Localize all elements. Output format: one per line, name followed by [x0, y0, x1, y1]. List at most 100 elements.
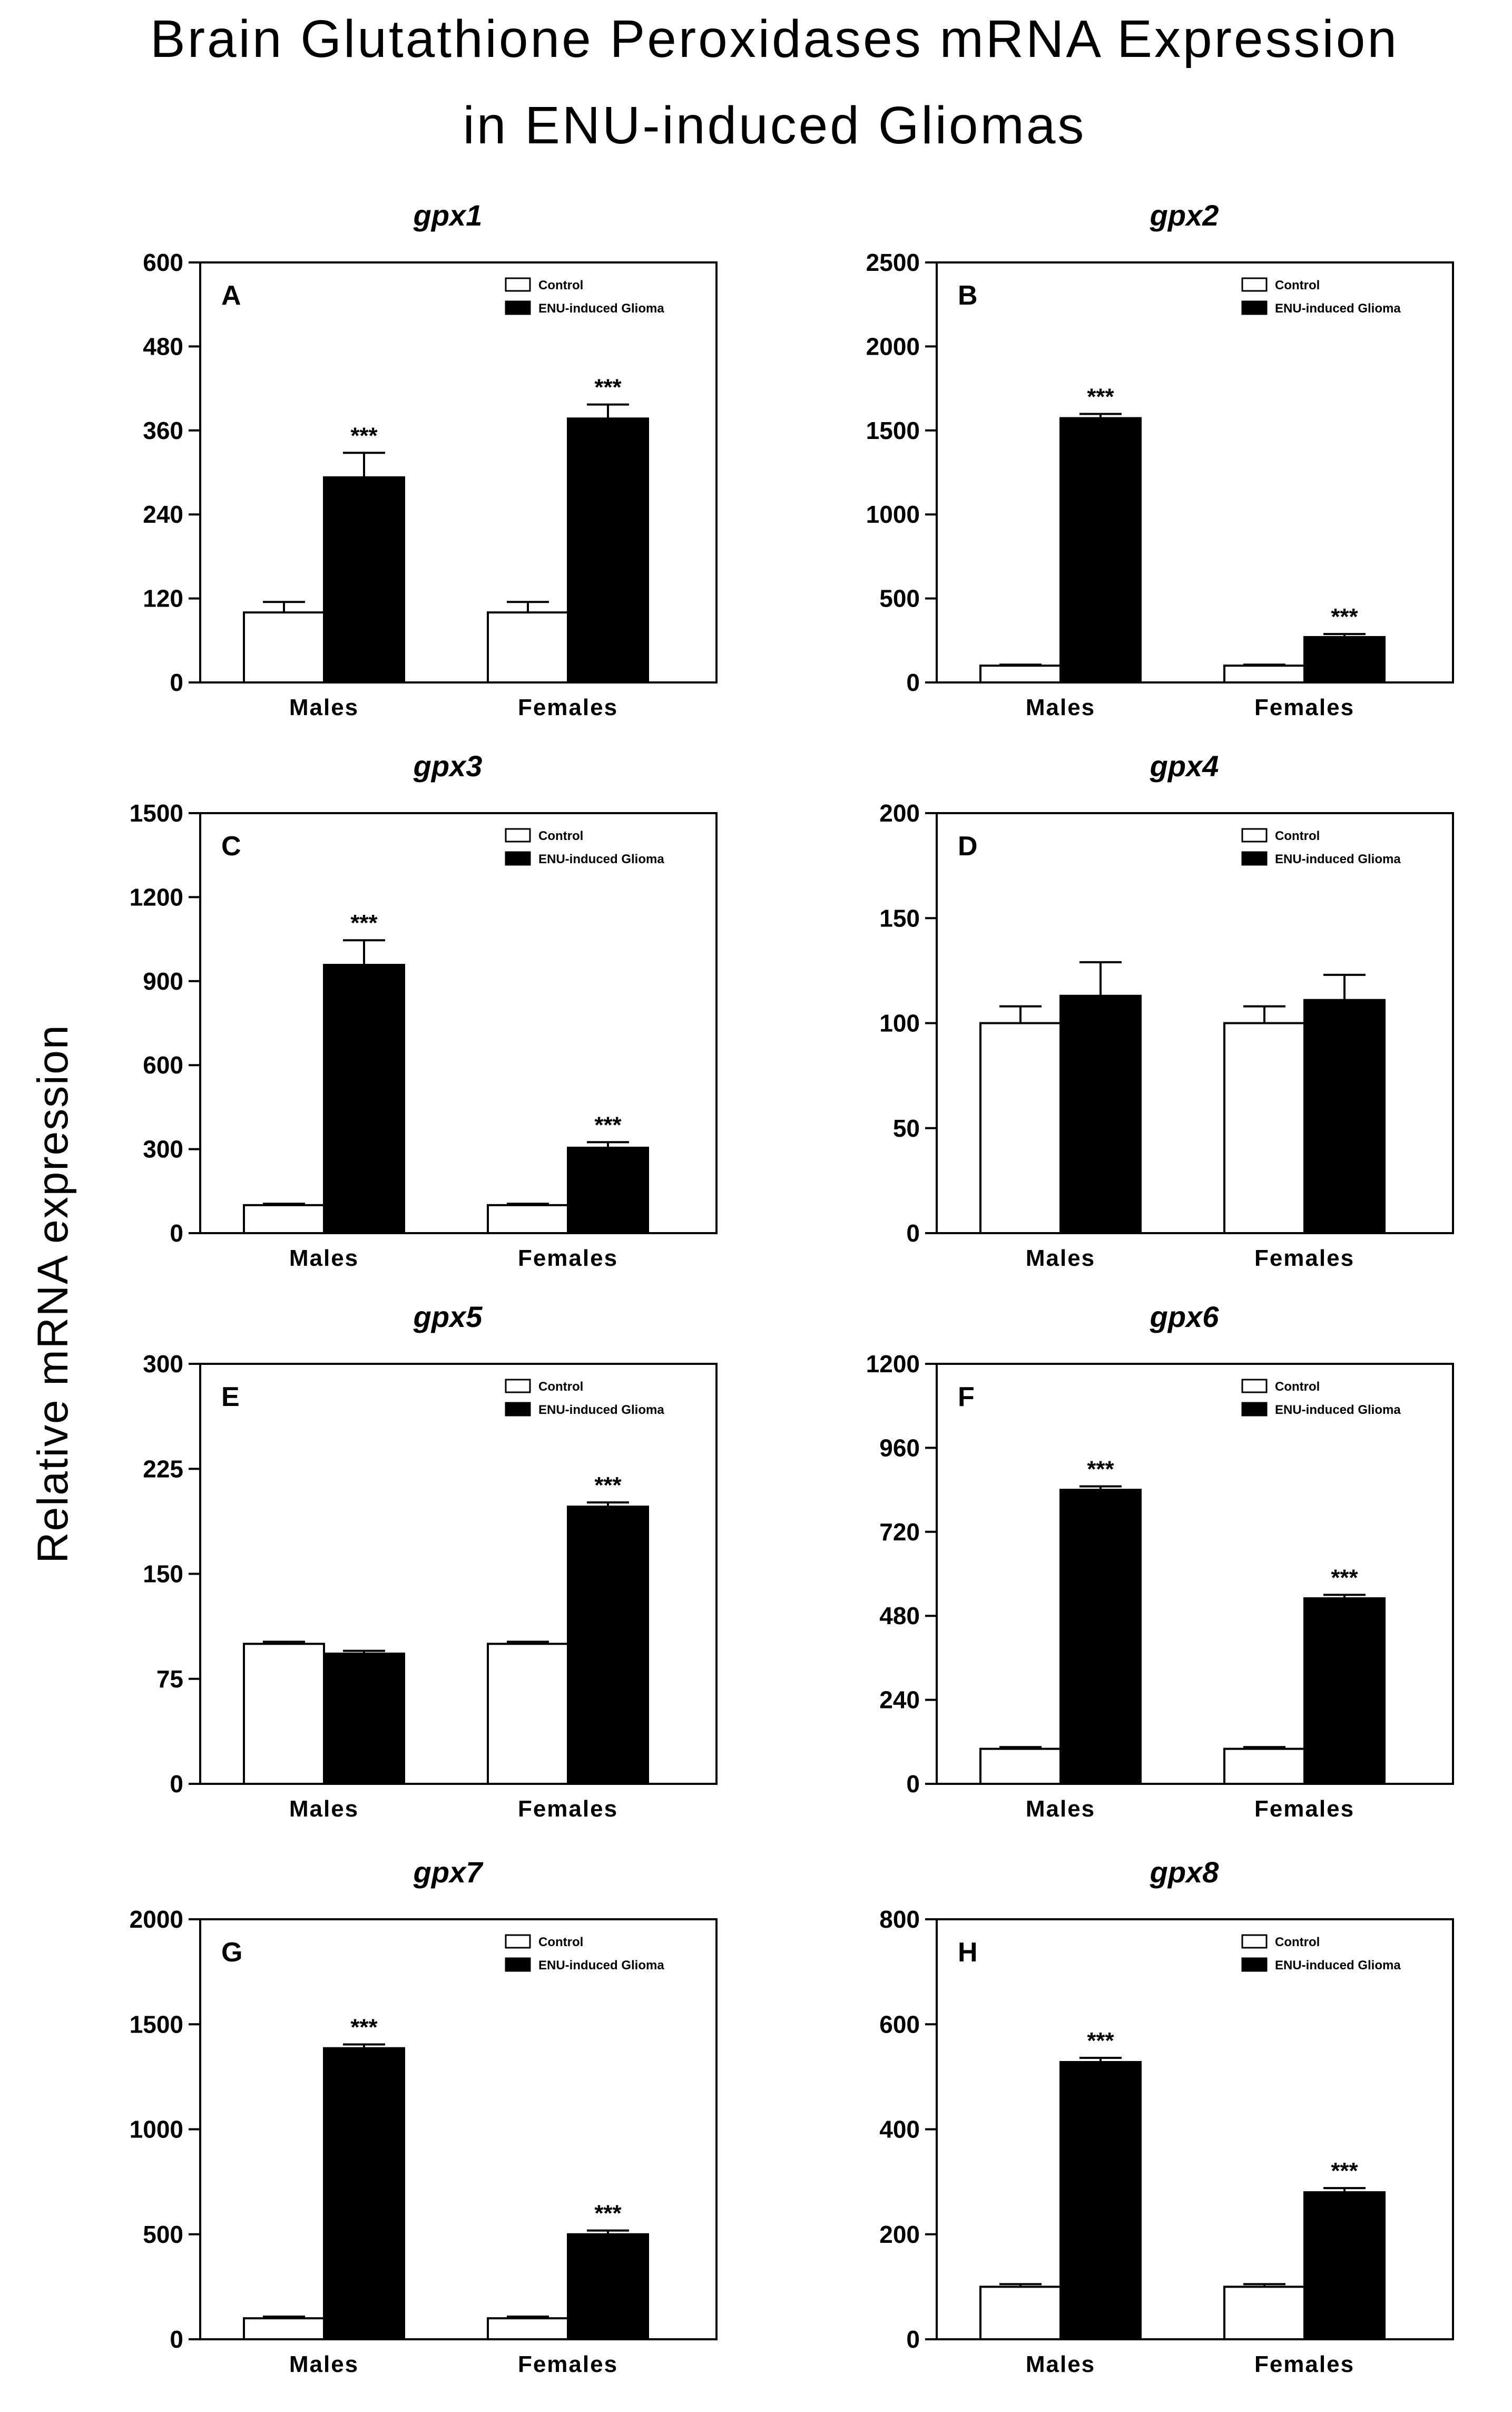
- bar-control: [979, 1747, 1062, 1785]
- x-category-label: Males: [1026, 1245, 1095, 1271]
- y-tick-label: 360: [143, 417, 183, 444]
- legend-label: ENU-induced Glioma: [1275, 1403, 1401, 1417]
- bar-control: [1223, 1022, 1305, 1234]
- chart-title: gpx5: [413, 1300, 483, 1333]
- legend-swatch-glioma: [505, 1957, 531, 1972]
- y-tick-label: 0: [906, 1770, 920, 1798]
- y-tick-label: 75: [156, 1665, 183, 1693]
- y-tick-label: 1000: [130, 2116, 183, 2143]
- x-category-label: Females: [518, 1245, 618, 1271]
- y-tick-label: 200: [879, 799, 920, 827]
- bar-control: [979, 2286, 1062, 2340]
- significance-mark: ***: [594, 1112, 622, 1138]
- legend-label: Control: [538, 829, 583, 843]
- y-tick-label: 2000: [130, 1906, 183, 1933]
- significance-mark: ***: [1087, 1456, 1114, 1482]
- bar-glioma: [1059, 417, 1142, 683]
- legend-swatch-control: [505, 828, 531, 843]
- panel-letter: H: [958, 1937, 978, 1968]
- legend-swatch-glioma: [1241, 851, 1268, 866]
- legend-label: Control: [1275, 1935, 1320, 1949]
- chart-title: gpx6: [1150, 1300, 1220, 1333]
- y-tick-label: 800: [879, 1906, 920, 1933]
- significance-mark: ***: [350, 423, 378, 448]
- x-category-label: Females: [1254, 2351, 1354, 2377]
- y-tick-label: 500: [879, 585, 920, 612]
- legend-label: Control: [1275, 1380, 1320, 1394]
- y-tick-label: 150: [879, 904, 920, 932]
- legend-label: Control: [1275, 829, 1320, 843]
- y-tick-label: 0: [906, 2326, 920, 2353]
- chart-panel-c: gpx3 C 0 300 600 900 1200 1500 Males Females *** **…: [130, 749, 718, 1271]
- panel-letter: G: [221, 1937, 242, 1968]
- y-tick-label: 960: [879, 1434, 920, 1461]
- bar-glioma: [1059, 1489, 1142, 1785]
- y-tick-label: 120: [143, 585, 183, 612]
- y-tick-label: 1500: [130, 799, 183, 827]
- plot-frame: [936, 1363, 1454, 1785]
- y-tick-label: 300: [143, 1350, 183, 1378]
- panel-letter: E: [221, 1382, 240, 1412]
- legend-label: Control: [1275, 278, 1320, 292]
- legend-label: Control: [538, 1935, 583, 1949]
- significance-mark: ***: [350, 2015, 378, 2040]
- y-tick-label: 600: [879, 2010, 920, 2038]
- legend-label: ENU-induced Glioma: [538, 1958, 664, 1972]
- panel-letter: F: [958, 1382, 975, 1412]
- legend-swatch-glioma: [1241, 1957, 1268, 1972]
- legend-label: ENU-induced Glioma: [538, 301, 664, 316]
- legend-label: Control: [538, 1380, 583, 1394]
- bar-glioma: [323, 1652, 405, 1785]
- y-tick-label: 0: [170, 2326, 183, 2353]
- chart-panel-h: gpx8 H 0 200 400 600 800 Males Females *** *** Cont…: [879, 1856, 1454, 2377]
- bar-glioma: [567, 417, 649, 683]
- y-tick-label: 1500: [130, 2010, 183, 2038]
- x-category-label: Males: [1026, 1796, 1095, 1822]
- plot-frame: [936, 261, 1454, 683]
- y-tick-label: 0: [170, 1770, 183, 1798]
- y-tick-label: 240: [143, 501, 183, 528]
- y-tick-label: 200: [879, 2221, 920, 2248]
- legend-label: ENU-induced Glioma: [1275, 1958, 1401, 1972]
- panel-letter: C: [221, 831, 241, 862]
- bar-glioma: [323, 963, 405, 1234]
- bar-control: [243, 1643, 325, 1785]
- legend-swatch-glioma: [505, 851, 531, 866]
- significance-mark: ***: [350, 910, 378, 936]
- bar-glioma: [1303, 1597, 1386, 1785]
- plot-frame: [199, 261, 718, 683]
- figure-y-axis-label: Relative mRNA expression: [29, 1024, 77, 1563]
- y-tick-label: 1200: [130, 883, 183, 911]
- y-tick-label: 100: [879, 1010, 920, 1037]
- x-category-label: Females: [1254, 695, 1354, 720]
- y-tick-label: 1200: [866, 1350, 920, 1378]
- x-category-label: Males: [1026, 695, 1095, 720]
- significance-mark: ***: [1331, 1565, 1358, 1590]
- y-tick-label: 0: [906, 1219, 920, 1247]
- bar-glioma: [323, 476, 405, 683]
- x-category-label: Males: [289, 1245, 359, 1271]
- figure-title-line2: in ENU-induced Gliomas: [463, 96, 1086, 155]
- bar-glioma: [1303, 2191, 1386, 2340]
- y-tick-label: 0: [906, 669, 920, 696]
- y-tick-label: 150: [143, 1560, 183, 1588]
- chart-panel-f: gpx6 F 0 240 480 720 960 1200 Males Females *** ***…: [866, 1300, 1454, 1822]
- y-tick-label: 50: [893, 1115, 920, 1142]
- x-category-label: Females: [518, 1796, 618, 1822]
- chart-panel-e: gpx5 E 0 75 150 225 300 Males Females *** Control E…: [143, 1300, 718, 1822]
- legend-swatch-glioma: [505, 300, 531, 315]
- legend-label: ENU-induced Glioma: [538, 1403, 664, 1417]
- significance-mark: ***: [1331, 2158, 1358, 2184]
- x-category-label: Males: [289, 2351, 359, 2377]
- y-tick-label: 720: [879, 1518, 920, 1546]
- chart-title: gpx8: [1150, 1856, 1220, 1889]
- legend-swatch-control: [1241, 1934, 1268, 1949]
- legend-swatch-control: [505, 277, 531, 292]
- plot-frame: [199, 812, 718, 1234]
- bar-glioma: [323, 2047, 405, 2340]
- legend-swatch-glioma: [1241, 300, 1268, 315]
- bar-control: [243, 1204, 325, 1235]
- x-category-label: Males: [1026, 2351, 1095, 2377]
- y-tick-label: 480: [879, 1602, 920, 1629]
- bar-glioma: [1303, 636, 1386, 683]
